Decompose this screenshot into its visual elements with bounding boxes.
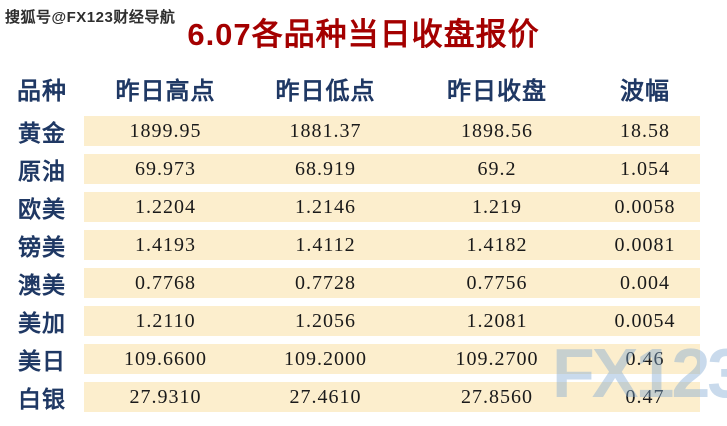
close-value: 1898.56 [461, 119, 533, 142]
variety-label: 黄金 [18, 120, 66, 146]
column-header-close: 昨日收盘 [447, 78, 547, 105]
page-title: 6.07各品种当日收盘报价 [187, 17, 540, 52]
sohu-watermark: 搜狐号@FX123财经导航 [5, 9, 176, 26]
close-value: 1.219 [472, 195, 522, 218]
high-value: 1.2110 [135, 309, 196, 332]
low-value: 1.4112 [295, 233, 356, 256]
row-stripe: 69.973 68.919 69.2 1.054 [84, 154, 700, 184]
close-value: 109.2700 [455, 347, 539, 370]
table-row: 原油 69.973 68.919 69.2 1.054 [0, 154, 727, 184]
variety-label: 美日 [18, 348, 66, 374]
row-stripe: 0.7768 0.7728 0.7756 0.004 [84, 268, 700, 298]
high-value: 1899.95 [129, 119, 202, 142]
table-header-row: 品种 昨日高点 昨日低点 昨日收盘 波幅 [0, 71, 700, 105]
range-value: 0.47 [625, 385, 665, 408]
table-row: 镑美 1.4193 1.4112 1.4182 0.0081 [0, 230, 727, 260]
variety-label: 原油 [18, 158, 66, 184]
high-value: 1.2204 [135, 195, 196, 218]
range-value: 0.0058 [614, 195, 676, 218]
low-value: 0.7728 [295, 271, 356, 294]
low-value: 1.2056 [295, 309, 356, 332]
close-value: 69.2 [477, 157, 517, 180]
low-value: 68.919 [295, 157, 356, 180]
low-value: 1.2146 [295, 195, 356, 218]
range-value: 1.054 [620, 157, 670, 180]
range-value: 0.0054 [614, 309, 676, 332]
high-value: 109.6600 [124, 347, 207, 370]
range-value: 18.58 [620, 119, 670, 142]
variety-label: 镑美 [18, 234, 66, 260]
column-header-low: 昨日低点 [275, 78, 376, 105]
table-row: 澳美 0.7768 0.7728 0.7756 0.004 [0, 268, 727, 298]
high-value: 69.973 [135, 157, 196, 180]
table-row: 美加 1.2110 1.2056 1.2081 0.0054 [0, 306, 727, 336]
table-row: 美日 109.6600 109.2000 109.2700 0.46 [0, 344, 727, 374]
low-value: 27.4610 [289, 385, 362, 408]
range-value: 0.0081 [614, 233, 676, 256]
close-value: 27.8560 [461, 385, 533, 408]
range-value: 0.004 [620, 271, 670, 294]
table-row: 白银 27.9310 27.4610 27.8560 0.47 [0, 382, 727, 412]
range-value: 0.46 [625, 347, 665, 370]
column-header-high: 昨日高点 [115, 78, 216, 105]
row-stripe: 27.9310 27.4610 27.8560 0.47 [84, 382, 700, 412]
high-value: 0.7768 [135, 271, 196, 294]
low-value: 109.2000 [284, 347, 367, 370]
row-stripe: 1.2204 1.2146 1.219 0.0058 [84, 192, 700, 222]
row-stripe: 1.2110 1.2056 1.2081 0.0054 [84, 306, 700, 336]
high-value: 27.9310 [129, 385, 202, 408]
column-header-variety: 品种 [17, 78, 67, 105]
table-row: 黄金 1899.95 1881.37 1898.56 18.58 [0, 116, 727, 146]
row-stripe: 109.6600 109.2000 109.2700 0.46 [84, 344, 700, 374]
row-stripe: 1899.95 1881.37 1898.56 18.58 [84, 116, 700, 146]
table-row: 欧美 1.2204 1.2146 1.219 0.0058 [0, 192, 727, 222]
variety-label: 澳美 [18, 272, 66, 298]
low-value: 1881.37 [289, 119, 362, 142]
column-header-range: 波幅 [620, 78, 670, 105]
variety-label: 美加 [18, 310, 66, 336]
close-value: 1.2081 [466, 309, 528, 332]
variety-label: 白银 [18, 386, 66, 412]
variety-label: 欧美 [18, 196, 66, 222]
high-value: 1.4193 [135, 233, 196, 256]
row-stripe: 1.4193 1.4112 1.4182 0.0081 [84, 230, 700, 260]
close-value: 0.7756 [466, 271, 528, 294]
close-value: 1.4182 [466, 233, 528, 256]
